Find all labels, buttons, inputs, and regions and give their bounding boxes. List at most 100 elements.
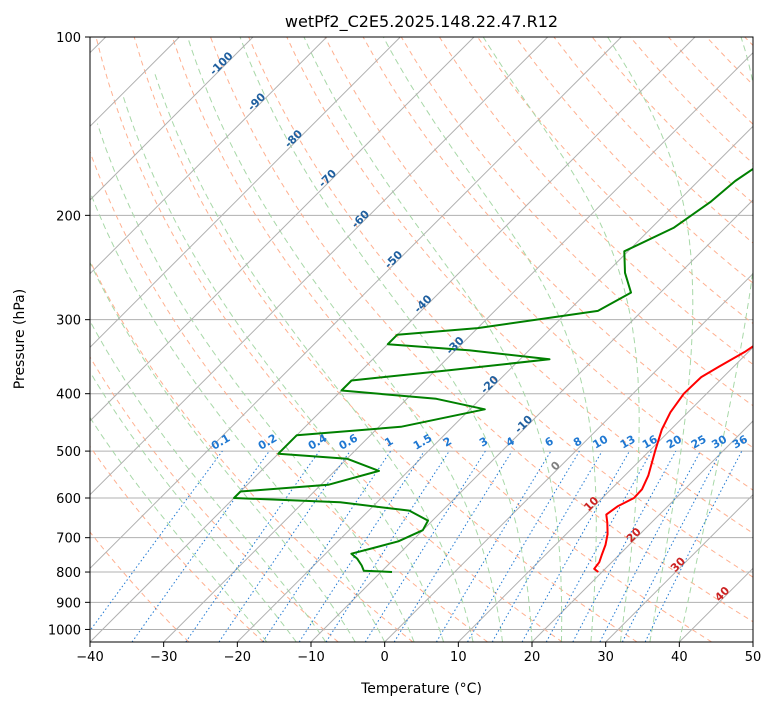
isotherm: [678, 567, 753, 642]
chart-title: wetPf2_C2E5.2025.148.22.47.R12: [285, 12, 558, 32]
dry-adiabat: [133, 37, 638, 642]
isotherm-label: -30: [444, 334, 467, 357]
y-tick-label: 300: [56, 314, 81, 329]
moist-adiabat: [154, 72, 474, 642]
mixing-ratio-line: [325, 450, 450, 642]
dry-adiabat: [90, 445, 264, 642]
dry-adiabat: [90, 531, 190, 642]
dry-adiabat: [90, 150, 488, 642]
plot-frame: [89, 36, 754, 643]
moist-adiabat: [482, 37, 640, 642]
x-tick-label: −20: [224, 650, 251, 665]
mixing-ratio-line: [644, 450, 743, 642]
y-tick-label: 600: [56, 492, 81, 507]
mixing-ratio-label: 8: [571, 435, 584, 450]
moist-adiabat: [90, 261, 356, 642]
isotherm: [90, 37, 401, 349]
mixing-ratio-line: [131, 450, 270, 642]
dry-adiabat: [95, 37, 563, 642]
mixing-ratio-line: [185, 450, 320, 642]
moist-adiabat: [303, 37, 563, 642]
y-tick-label: 200: [56, 209, 81, 224]
isotherm: [90, 37, 254, 201]
mixing-ratio-label: 0.1: [209, 432, 232, 453]
mixing-ratio-label: 25: [689, 433, 709, 452]
dry-adiabat: [744, 37, 753, 47]
moist-adiabat: [239, 37, 533, 642]
dry-adiabat: [515, 37, 753, 284]
dry-adiabat: [668, 37, 753, 125]
x-tick-label: 50: [745, 650, 762, 665]
isotherm: [531, 420, 753, 642]
x-tick-label: −40: [76, 650, 103, 665]
mixing-ratio-label: 3: [477, 435, 490, 450]
isotherm: [90, 37, 475, 422]
dry-adiabat: [210, 37, 753, 623]
moist-adiabat: [678, 37, 753, 642]
isotherm: [384, 272, 753, 642]
moist-adiabat: [122, 94, 445, 642]
isotherm-label: -70: [316, 167, 339, 190]
dry-adiabat: [90, 356, 339, 642]
dry-adiabat: [171, 37, 712, 642]
dry-adiabat: [438, 37, 753, 366]
dry-adiabat: [400, 37, 753, 407]
y-tick-label: 800: [56, 566, 81, 581]
profile-lines: [233, 167, 753, 573]
mixing-ratio-label: 6: [543, 434, 556, 449]
dry-adiabat: [591, 37, 753, 204]
mixing-ratio-label: 10: [591, 432, 611, 451]
x-axis: −40 −30 −20 −10 0 10 20 30 40 50: [76, 642, 761, 665]
mixing-ratio-line: [521, 450, 630, 642]
mixing-ratio-line: [262, 450, 392, 642]
moist-adiabat: [382, 37, 597, 642]
x-tick-label: 0: [381, 650, 389, 665]
x-tick-label: 30: [597, 650, 614, 665]
mixing-ratio-line: [393, 450, 513, 642]
mixing-ratio-line: [298, 450, 425, 642]
isotherm-label: -10: [512, 412, 535, 435]
mixing-ratio-line: [467, 450, 580, 642]
moist-adiabat: [90, 190, 386, 642]
x-tick-label: −30: [150, 650, 177, 665]
moist-adiabat: [187, 37, 503, 642]
mixing-ratio-label: 1.5: [411, 432, 434, 453]
isotherm: [90, 37, 622, 570]
y-tick-label: 500: [56, 445, 81, 460]
isotherm-label: -90: [245, 90, 268, 113]
background-lines: [90, 37, 753, 642]
isotherm-label: 10: [581, 494, 601, 514]
y-tick-label: 1000: [48, 623, 81, 638]
x-tick-label: 10: [450, 650, 467, 665]
y-tick-label: 400: [56, 388, 81, 403]
mixing-ratio-label: 30: [709, 432, 729, 451]
isotherm: [310, 199, 753, 642]
mixing-ratio-label: 13: [618, 433, 638, 452]
isotherm-label: -80: [282, 127, 305, 150]
dry-adiabat: [90, 259, 414, 642]
y-axis: 100 200 300 400 500 600 700 800 900 1000: [48, 31, 90, 638]
isotherm-label: 20: [624, 525, 644, 545]
x-tick-label: 40: [671, 650, 688, 665]
dewpoint-profile: [233, 167, 753, 573]
dry-adiabat: [553, 37, 753, 244]
isotherm-label: 40: [712, 584, 732, 604]
isotherm: [605, 493, 753, 642]
isotherm: [236, 125, 753, 642]
isotherm: [163, 51, 753, 642]
y-tick-label: 100: [56, 31, 81, 46]
isotherm: [90, 37, 549, 496]
y-axis-label: Pressure (hPa): [12, 289, 28, 389]
dry-adiabat: [248, 37, 753, 578]
x-tick-label: 20: [524, 650, 541, 665]
isotherm-label: -60: [349, 207, 372, 230]
isotherm-label: -20: [478, 373, 501, 396]
isotherm: [457, 346, 753, 642]
isotherm: [90, 37, 328, 275]
moist-adiabat: [90, 370, 297, 642]
isotherm-label: -50: [382, 248, 405, 271]
y-tick-label: 700: [56, 532, 81, 547]
dry-adiabat: [706, 37, 753, 86]
y-tick-label: 900: [56, 596, 81, 611]
